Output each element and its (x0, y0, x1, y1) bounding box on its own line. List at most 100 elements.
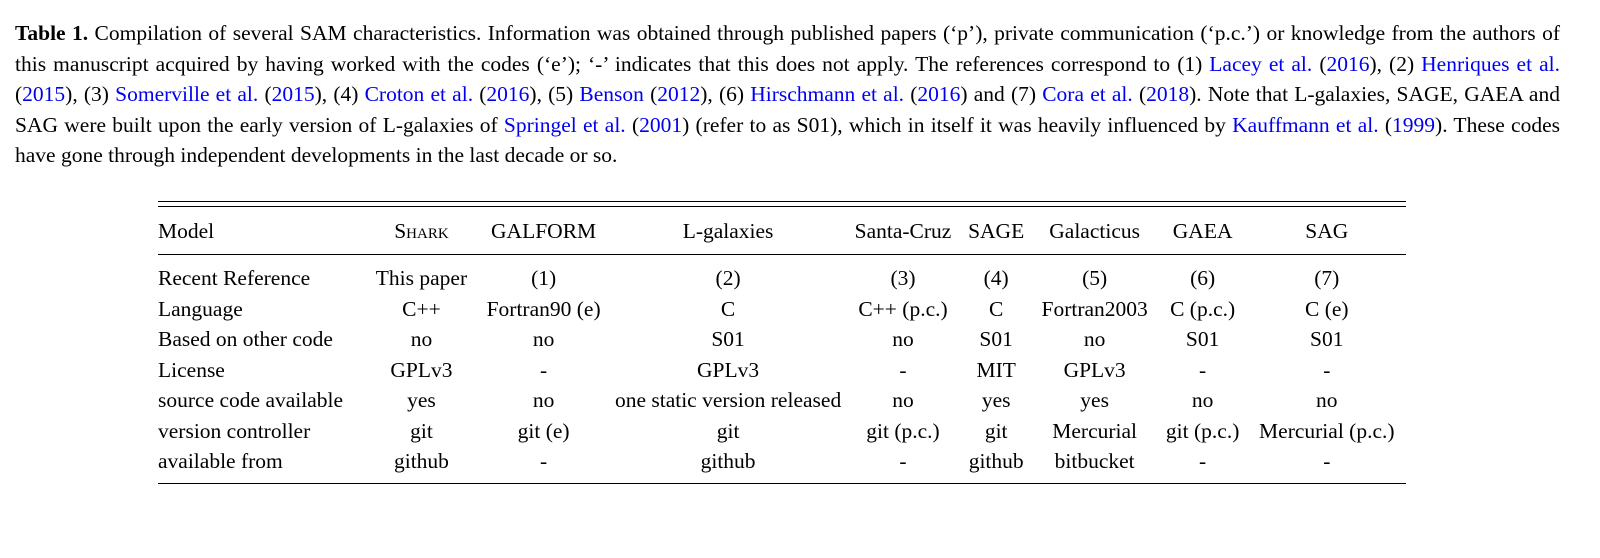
citation-kauffmann[interactable]: Kauffmann et al. (1232, 112, 1379, 137)
table-row: source code available yes no one static ver… (158, 385, 1406, 416)
table-body: Recent Reference This paper (1) (2) (3) (4) (5… (158, 255, 1406, 484)
table-cell: git (p.c.) (1165, 418, 1240, 443)
table-cell: git (984, 418, 1008, 443)
citation-hirschmann[interactable]: Hirschmann et al. (750, 82, 905, 106)
citation-benson-year[interactable]: 2012 (657, 82, 701, 106)
table-cell: C (720, 296, 736, 321)
header-galform: GALFORM (476, 207, 611, 255)
table-cell: - (540, 357, 548, 382)
table-cell: - (476, 446, 611, 484)
table-cell: S01 (1310, 327, 1344, 351)
table-cell: Fortran2003 (1041, 296, 1148, 321)
table-cell: GPLv3 (390, 357, 453, 382)
table-row: version controller git git (e) git git (p.c.… (158, 416, 1406, 447)
table-cell: C (p.c.) (1170, 296, 1236, 321)
citation-cora[interactable]: Cora et al. (1042, 82, 1133, 106)
table-cell: - (1323, 357, 1331, 382)
table-cell: - (1199, 357, 1207, 382)
caption-text: ( (1132, 82, 1147, 106)
table-cell: (3) (890, 266, 916, 290)
table-cell: no (532, 327, 555, 351)
table-cell: yes (1080, 388, 1109, 412)
caption-text: ), (5) (529, 82, 580, 106)
table-cell: (1) (531, 266, 557, 290)
table-cell: no (1083, 327, 1106, 351)
header-galacticus: Galacticus (1031, 207, 1158, 255)
table-cell: git (716, 418, 740, 443)
table-cell: yes (981, 388, 1011, 412)
citation-springel-year[interactable]: 2001 (639, 112, 683, 137)
table-row: Based on other code no no S01 no S01 no S01 S01 (158, 324, 1406, 355)
table-cell: S01 (1185, 327, 1220, 351)
table-caption: Table 1. Compilation of several SAM char… (15, 18, 1560, 171)
table-cell: github (960, 446, 1032, 484)
caption-text: ). These codes have gone through indepen… (15, 112, 1560, 168)
caption-text: ), (3) (65, 82, 116, 106)
header-sage: SAGE (960, 207, 1032, 255)
table-row: License GPLv3 - GPLv3 - MIT GPLv3 - - (158, 355, 1406, 386)
table-cell: yes (407, 388, 436, 412)
table-cell: no (1316, 388, 1338, 412)
citation-somerville-year[interactable]: 2015 (271, 82, 315, 106)
caption-label: Table 1. (15, 21, 89, 45)
caption-text: ( (643, 82, 658, 106)
row-label: version controller (158, 418, 311, 443)
caption-text: ( (904, 82, 918, 106)
citation-croton-year[interactable]: 2016 (486, 82, 530, 106)
row-label: Recent Reference (158, 266, 311, 290)
citation-lacey-year[interactable]: 2016 (1326, 51, 1370, 76)
table-cell: This paper (375, 266, 468, 290)
citation-kauffmann-year[interactable]: 1999 (1392, 112, 1436, 137)
table-cell: C++ (p.c.) (858, 296, 948, 321)
header-santa-cruz: Santa-Cruz (845, 207, 961, 255)
table-cell: no (532, 388, 555, 412)
table-cell: no (1191, 388, 1214, 412)
row-label: License (158, 357, 225, 382)
row-label: source code available (158, 388, 344, 412)
caption-text: ( (473, 82, 487, 106)
caption-text: ( (1378, 112, 1393, 137)
citation-croton[interactable]: Croton et al. (364, 82, 474, 106)
citation-henriques-year[interactable]: 2015 (22, 82, 66, 106)
citation-springel[interactable]: Springel et al. (503, 112, 626, 137)
table-cell: MIT (976, 357, 1016, 382)
header-l-galaxies: L-galaxies (610, 207, 846, 255)
citation-hirschmann-year[interactable]: 2016 (917, 82, 961, 106)
header-model: Model (158, 207, 367, 255)
table-cell: (5) (1082, 266, 1108, 290)
table-cell: - (1247, 446, 1406, 484)
table-cell: (2) (715, 266, 741, 290)
caption-text: Compilation of several SAM characteristi… (15, 21, 1560, 76)
table-cell: git (410, 418, 433, 443)
citation-henriques[interactable]: Henriques et al. (1421, 51, 1560, 76)
top-rule (158, 201, 1406, 207)
table-row: Language C++ Fortran90 (e) C C++ (p.c.) C Fort… (158, 294, 1406, 325)
citation-somerville[interactable]: Somerville et al. (115, 82, 259, 106)
row-label: Language (158, 296, 243, 321)
table-row: available from github - github - github bitbuc… (158, 446, 1406, 484)
header-row: Model Shark GALFORM L-galaxies Santa-Cru… (158, 207, 1406, 255)
caption-text: ) and (7) (960, 82, 1043, 106)
top-rule-inner (158, 206, 1406, 207)
table-cell: (6) (1190, 266, 1216, 290)
caption-text: ( (258, 82, 272, 106)
table-cell: Mercurial (1052, 418, 1138, 443)
table-cell: (7) (1314, 266, 1340, 290)
caption-text: ( (625, 112, 640, 137)
citation-cora-year[interactable]: 2018 (1146, 82, 1190, 106)
table-cell: github (366, 446, 477, 484)
table-cell: one static version released (614, 388, 842, 412)
table-cell: Mercurial (p.c.) (1259, 418, 1395, 443)
table-cell: GPLv3 (697, 357, 760, 382)
caption-text: ) (refer to as S01), which in itself it … (682, 112, 1233, 137)
table-row: Recent Reference This paper (1) (2) (3) (4) (5… (158, 255, 1406, 294)
table-cell: C (e) (1305, 296, 1349, 321)
citation-benson[interactable]: Benson (579, 82, 644, 106)
table-cell: no (410, 327, 433, 351)
table-cell: git (p.c.) (866, 418, 940, 443)
table-cell: (4) (983, 266, 1009, 290)
header-gaea: GAEA (1157, 207, 1248, 255)
citation-lacey[interactable]: Lacey et al. (1209, 51, 1313, 76)
caption-text: ), (2) (1369, 51, 1422, 76)
table-cell: C (988, 296, 1004, 321)
